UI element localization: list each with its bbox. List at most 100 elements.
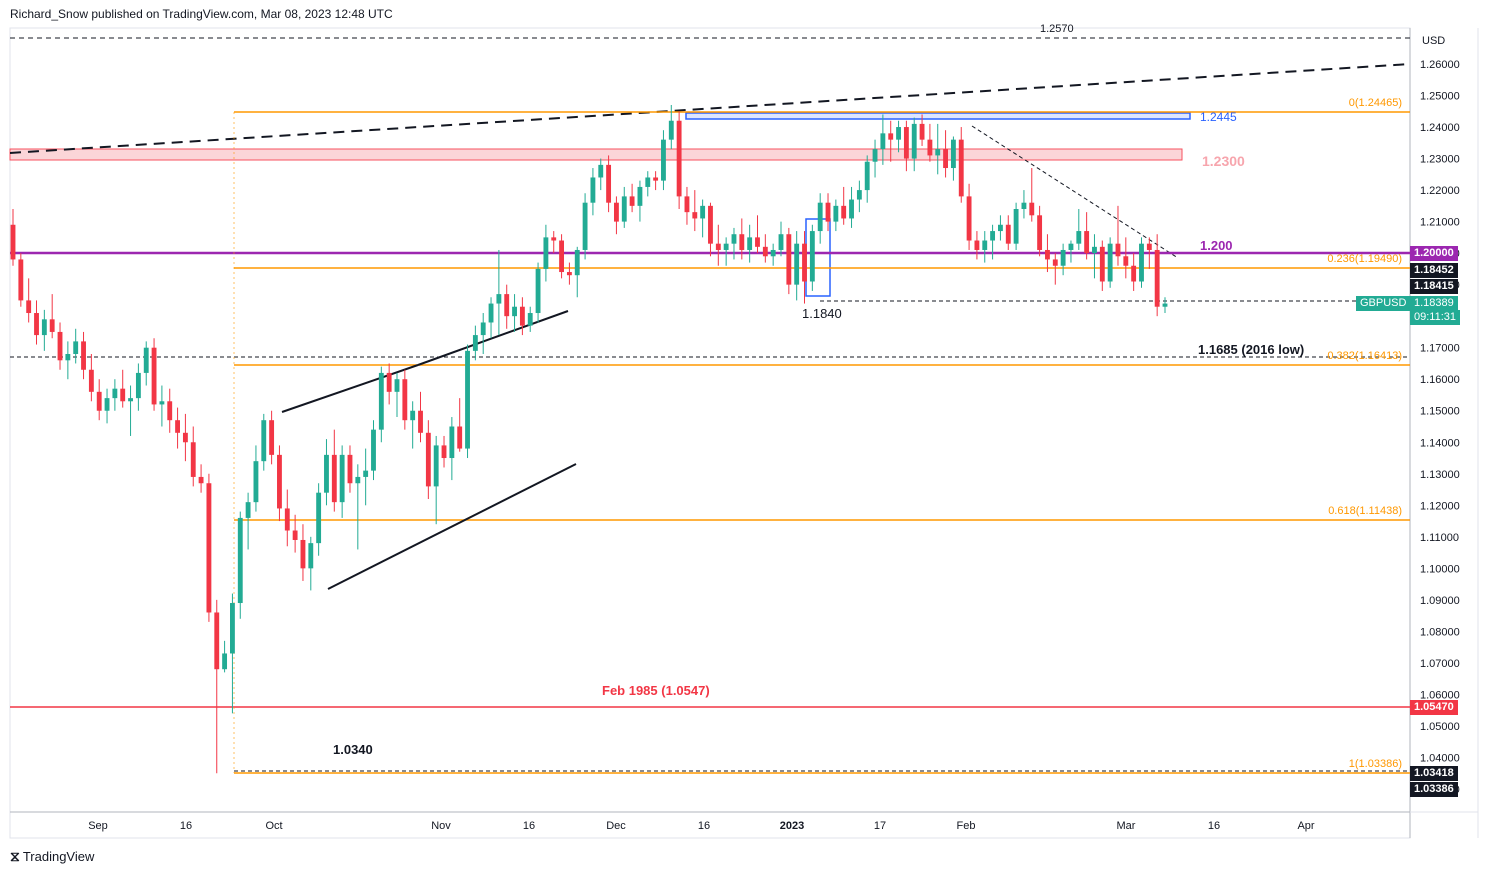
candle-body (496, 294, 502, 304)
y-axis: 1.26000 1.25000 1.24000 1.23000 1.22000 1.210… (1420, 59, 1460, 796)
candle-body (96, 391, 102, 411)
candle-body (974, 240, 980, 250)
candle-body (1092, 246, 1097, 254)
fib-382-label: 0.382(1.16413) (1327, 350, 1402, 362)
candle-body (990, 231, 996, 241)
candle-body (794, 243, 800, 285)
candle-body (1154, 249, 1160, 307)
x-tick-label: 16 (180, 820, 192, 832)
level-11685-label: 1.1685 (2016 low) (1198, 342, 1304, 357)
candle-body (684, 196, 690, 213)
candle-body (786, 234, 792, 285)
candle-body (911, 123, 917, 159)
y-tick-label: 1.06000 (1420, 689, 1460, 701)
candle-body (480, 322, 486, 336)
candle-body (817, 202, 823, 232)
candle-body (966, 196, 972, 241)
candle-body (433, 445, 439, 487)
candle-body (1068, 243, 1074, 250)
candle-body (770, 249, 776, 257)
candle-body (339, 454, 345, 503)
candle-body (856, 190, 862, 200)
candle-body (582, 202, 588, 250)
x-tick-label: 17 (874, 820, 886, 832)
candle-body (57, 331, 63, 361)
candle-body (410, 410, 416, 421)
candle-body (982, 240, 988, 250)
candle-body (739, 234, 745, 250)
y-tick-label: 1.07000 (1420, 658, 1460, 670)
price-tag-118415: 1.18415 (1410, 279, 1458, 294)
countdown-tag: 09:11:31 (1410, 310, 1461, 325)
level-12300-label: 1.2300 (1202, 153, 1245, 169)
candle-body (919, 123, 925, 140)
candle-body (135, 372, 141, 399)
level-1200-label: 1.200 (1200, 238, 1233, 253)
y-tick-label: 1.21000 (1420, 217, 1460, 229)
candle-body (731, 234, 737, 244)
price-tag-105470: 1.05470 (1410, 700, 1458, 715)
candle-body (73, 341, 79, 354)
long-trendline (9, 63, 1411, 154)
candle-body (543, 237, 549, 269)
candle-body (347, 454, 353, 484)
candle-body (441, 445, 447, 459)
candle-body (661, 139, 666, 181)
candle-body (512, 306, 517, 317)
y-tick-label: 1.14000 (1420, 437, 1460, 449)
level-10340-label: 1.0340 (333, 742, 373, 757)
candle-body (277, 454, 282, 509)
candle-body (566, 272, 572, 276)
candle-body (896, 127, 901, 140)
y-tick-label: 1.22000 (1420, 185, 1460, 197)
y-tick-label: 1.25000 (1420, 91, 1460, 103)
candle-body (198, 476, 204, 484)
candle-body (504, 294, 510, 317)
candle-body (151, 347, 157, 405)
tv-logo-icon: ⧖ (10, 848, 20, 864)
candle-body (167, 401, 173, 421)
candle-body (1131, 265, 1137, 282)
candle-body (676, 120, 682, 197)
fib-618-label: 0.618(1.11438) (1328, 505, 1402, 517)
candle-body (316, 492, 322, 544)
candle-body (1146, 243, 1152, 250)
candle-body (692, 212, 698, 219)
candle-body (378, 372, 384, 430)
footer-brand[interactable]: ⧖ TradingView (10, 848, 94, 865)
y-tick-label: 1.17000 (1420, 343, 1460, 355)
x-tick-label: Dec (606, 820, 626, 832)
y-tick-label: 1.12000 (1420, 500, 1460, 512)
candle-body (755, 237, 760, 247)
candle-body (629, 196, 635, 206)
candle-body (1037, 215, 1043, 250)
candle-body (943, 149, 949, 169)
candle-body (1060, 249, 1066, 266)
candle-body (778, 234, 784, 250)
candlestick-series (10, 104, 1168, 774)
level-feb1985-label: Feb 1985 (1.0547) (602, 683, 710, 698)
x-tick-label: 2023 (780, 820, 804, 832)
candle-body (535, 268, 541, 314)
candle-body (457, 426, 463, 449)
y-tick-label: 1.26000 (1420, 59, 1460, 71)
candle-body (1005, 224, 1011, 244)
candle-body (1107, 243, 1113, 282)
candle-body (1084, 231, 1090, 254)
candle-body (182, 432, 188, 443)
candle-body (394, 379, 400, 392)
candle-body (10, 224, 16, 260)
x-tick-label: 16 (698, 820, 710, 832)
candle-body (645, 177, 651, 187)
candle-body (888, 133, 894, 140)
candle-body (402, 379, 408, 421)
y-tick-label: 1.16000 (1420, 374, 1460, 386)
candle-body (551, 237, 557, 241)
candle-body (465, 350, 470, 449)
candle-body (1076, 231, 1082, 244)
x-tick-label: Feb (957, 820, 976, 832)
candle-body (88, 369, 94, 392)
y-tick-label: 1.23000 (1420, 154, 1460, 166)
candle-body (762, 246, 768, 257)
